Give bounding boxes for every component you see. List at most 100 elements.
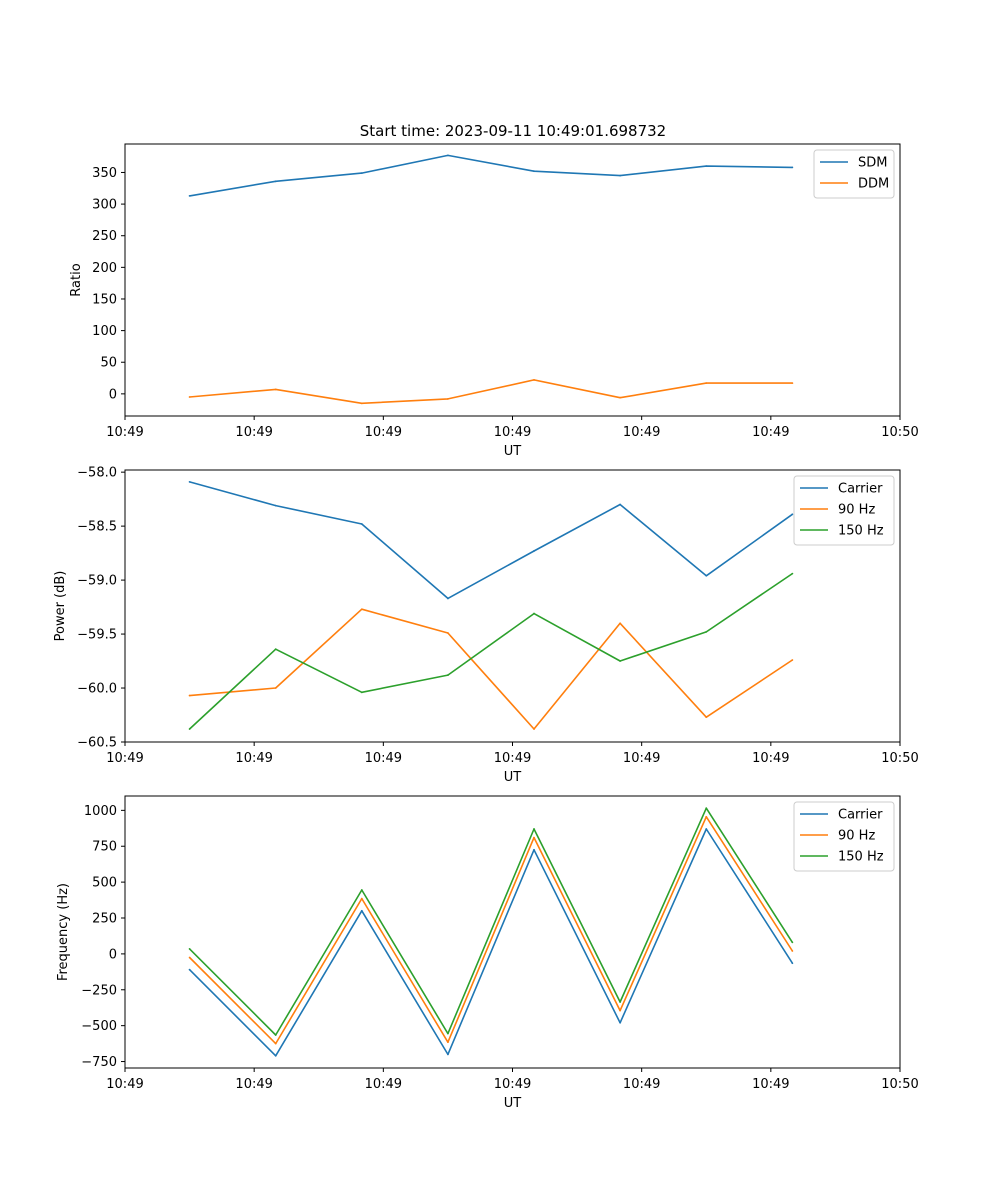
x-tick-label: 10:49 bbox=[752, 425, 789, 440]
data-point bbox=[791, 941, 794, 944]
y-tick-label: −750 bbox=[81, 1055, 117, 1070]
data-point bbox=[447, 1041, 449, 1044]
data-point bbox=[705, 828, 708, 830]
data-point bbox=[360, 909, 363, 912]
x-tick-label: 10:49 bbox=[623, 425, 660, 440]
data-point bbox=[619, 622, 622, 625]
data-point bbox=[791, 962, 794, 965]
data-point bbox=[791, 659, 794, 661]
data-point bbox=[274, 388, 277, 391]
legend: Carrier 90 Hz 150 Hz bbox=[793, 475, 895, 546]
data-point bbox=[705, 716, 708, 719]
data-point bbox=[274, 504, 277, 507]
data-point bbox=[188, 480, 191, 483]
legend-label: 90 Hz bbox=[838, 503, 875, 518]
y-tick-label: 750 bbox=[92, 840, 117, 855]
data-point bbox=[533, 828, 535, 830]
y-tick-label: 50 bbox=[100, 356, 117, 371]
y-tick-label: 1000 bbox=[84, 804, 117, 819]
y-tick-label: −59.5 bbox=[77, 628, 117, 643]
x-tick-label: 10:49 bbox=[365, 1077, 402, 1092]
data-point bbox=[619, 1009, 622, 1012]
series-line-ddm bbox=[189, 379, 793, 405]
data-point bbox=[360, 608, 363, 611]
data-point bbox=[791, 513, 794, 516]
x-tick-label: 10:50 bbox=[881, 751, 918, 766]
y-tick-label: 300 bbox=[92, 198, 117, 213]
x-tick-label: 10:49 bbox=[106, 425, 143, 440]
data-point bbox=[533, 848, 535, 851]
data-point bbox=[791, 950, 794, 952]
data-point bbox=[705, 807, 708, 810]
data-point bbox=[619, 660, 622, 662]
data-point bbox=[791, 382, 794, 385]
data-point bbox=[360, 523, 363, 525]
legend-box bbox=[793, 475, 895, 546]
y-tick-label: −250 bbox=[81, 983, 117, 998]
series-line-150-hz bbox=[189, 572, 793, 730]
x-axis-label: UT bbox=[504, 444, 522, 459]
x-tick-label: 10:49 bbox=[623, 751, 660, 766]
data-point bbox=[447, 398, 449, 400]
x-tick-label: 10:49 bbox=[752, 751, 789, 766]
data-point bbox=[274, 1042, 277, 1045]
chart-power: 10:49 10:49 10:49 10:49 10:49 10:49 10:50 −60.5… bbox=[53, 466, 919, 785]
x-tick-label: 10:49 bbox=[752, 1077, 789, 1092]
y-tick-label: 150 bbox=[92, 292, 117, 307]
x-axis-label: UT bbox=[504, 1096, 522, 1111]
data-point bbox=[274, 687, 277, 689]
x-tick-label: 10:49 bbox=[494, 751, 531, 766]
data-point bbox=[447, 674, 449, 676]
data-point bbox=[274, 1054, 277, 1057]
x-tick-label: 10:50 bbox=[881, 1077, 918, 1092]
y-tick-label: −58.0 bbox=[77, 466, 117, 481]
data-point bbox=[533, 612, 535, 615]
x-tick-label: 10:49 bbox=[365, 425, 402, 440]
series-line-sdm bbox=[189, 154, 793, 197]
series-line-90-hz bbox=[189, 608, 793, 730]
data-point bbox=[447, 597, 449, 600]
x-tick-label: 10:49 bbox=[235, 751, 272, 766]
data-point bbox=[619, 1021, 622, 1024]
data-point bbox=[188, 956, 191, 959]
y-tick-label: −60.5 bbox=[77, 736, 117, 751]
y-tick-label: −58.5 bbox=[77, 520, 117, 535]
legend: Carrier 90 Hz 150 Hz bbox=[793, 801, 895, 872]
data-point bbox=[791, 572, 794, 575]
legend: SDM DDM bbox=[813, 149, 895, 199]
y-tick-label: 100 bbox=[92, 324, 117, 339]
data-point bbox=[791, 166, 794, 169]
data-point bbox=[274, 180, 277, 183]
data-point bbox=[360, 402, 363, 405]
y-tick-label: 350 bbox=[92, 166, 117, 181]
y-tick-label: 250 bbox=[92, 229, 117, 244]
legend-label: DDM bbox=[858, 177, 889, 192]
data-point bbox=[188, 947, 191, 950]
data-point bbox=[533, 379, 535, 381]
data-point bbox=[533, 550, 535, 552]
y-tick-label: 200 bbox=[92, 261, 117, 276]
data-point bbox=[619, 396, 622, 399]
data-point bbox=[447, 632, 449, 634]
data-point bbox=[447, 1032, 449, 1035]
data-point bbox=[360, 691, 363, 694]
y-axis-label: Frequency (Hz) bbox=[56, 883, 71, 981]
data-point bbox=[447, 154, 449, 157]
legend-label: Carrier bbox=[838, 482, 883, 497]
legend-label: Carrier bbox=[838, 808, 883, 823]
data-point bbox=[619, 174, 622, 177]
data-point bbox=[705, 574, 708, 577]
y-tick-label: 500 bbox=[92, 876, 117, 891]
x-tick-label: 10:49 bbox=[623, 1077, 660, 1092]
x-tick-label: 10:49 bbox=[494, 1077, 531, 1092]
series-line-90-hz bbox=[189, 815, 794, 1045]
chart-frequency: 10:49 10:49 10:49 10:49 10:49 10:49 10:50 −750 −… bbox=[56, 795, 919, 1111]
y-tick-label: −500 bbox=[81, 1019, 117, 1034]
y-tick-label: −60.0 bbox=[77, 682, 117, 697]
data-point bbox=[533, 836, 535, 839]
legend-label: 150 Hz bbox=[838, 524, 884, 539]
data-point bbox=[188, 396, 191, 398]
y-axis-label: Power (dB) bbox=[53, 571, 68, 642]
